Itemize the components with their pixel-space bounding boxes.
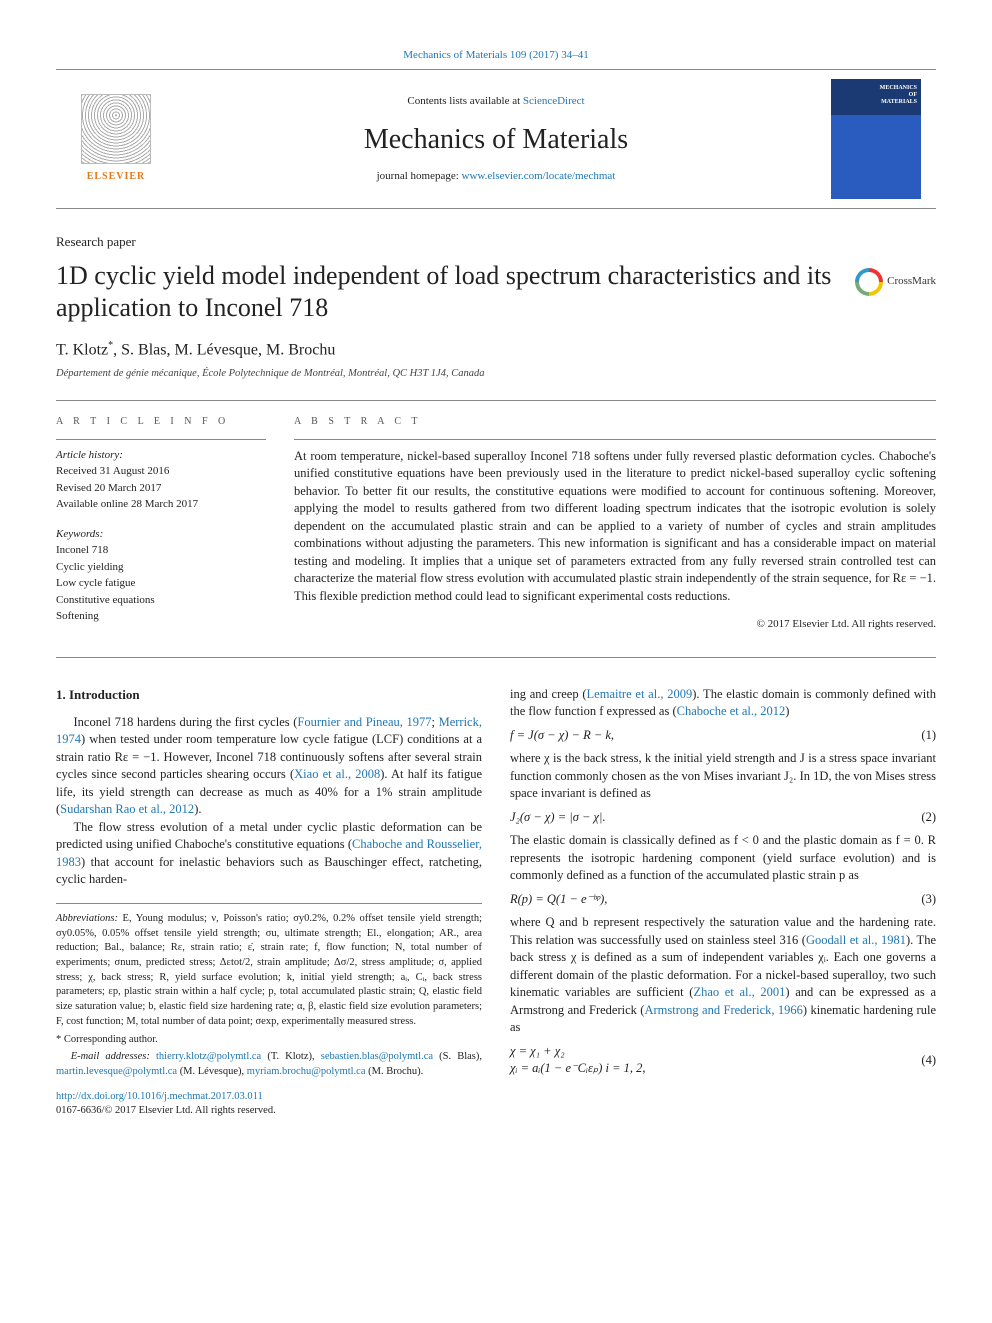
keyword: Cyclic yielding bbox=[56, 559, 266, 576]
history-label: Article history: bbox=[56, 448, 266, 463]
publisher-block: ELSEVIER bbox=[56, 70, 176, 208]
crossmark-icon bbox=[855, 268, 883, 296]
masthead: ELSEVIER Contents lists available at Sci… bbox=[56, 69, 936, 209]
email-brochu[interactable]: myriam.brochu@polymtl.ca bbox=[247, 1066, 366, 1077]
email-blas[interactable]: sebastien.blas@polymtl.ca bbox=[321, 1051, 433, 1062]
homepage-prefix: journal homepage: bbox=[377, 170, 462, 182]
crossmark-badge[interactable]: CrossMark bbox=[855, 268, 936, 296]
keyword: Constitutive equations bbox=[56, 592, 266, 609]
cite-xiao-2008[interactable]: Xiao et al., 2008 bbox=[294, 767, 380, 781]
journal-name: Mechanics of Materials bbox=[176, 120, 816, 159]
equation-4: χ = χ₁ + χ₂ χᵢ = aᵢ(1 − e⁻Cᵢεₚ) i = 1, 2… bbox=[510, 1043, 936, 1078]
paper-type: Research paper bbox=[56, 233, 936, 251]
cite-lemaitre-2009[interactable]: Lemaitre et al., 2009 bbox=[587, 687, 693, 701]
cite-sudarshan-2012[interactable]: Sudarshan Rao et al., 2012 bbox=[60, 802, 194, 816]
journal-cover-thumb bbox=[831, 79, 921, 199]
keyword: Low cycle fatigue bbox=[56, 575, 266, 592]
cite-goodall-1981[interactable]: Goodall et al., 1981 bbox=[806, 933, 906, 947]
col2-after-eq3: where Q and b represent respectively the… bbox=[510, 914, 936, 1037]
affiliation: Département de génie mécanique, École Po… bbox=[56, 367, 936, 382]
equation-2: J₂(σ − χ) = |σ − χ|. (2) bbox=[510, 809, 936, 827]
equation-1: f = J(σ − χ) − R − k, (1) bbox=[510, 727, 936, 745]
abstract-copyright: © 2017 Elsevier Ltd. All rights reserved… bbox=[294, 617, 936, 632]
history-online: Available online 28 March 2017 bbox=[56, 496, 266, 513]
section-1-heading: 1. Introduction bbox=[56, 686, 482, 704]
email-footnote: E-mail addresses: thierry.klotz@polymtl.… bbox=[56, 1050, 482, 1079]
col2-after-eq1: where χ is the back stress, k the initia… bbox=[510, 750, 936, 803]
cite-chaboche-2012[interactable]: Chaboche et al., 2012 bbox=[677, 704, 786, 718]
history-received: Received 31 August 2016 bbox=[56, 463, 266, 480]
contents-line: Contents lists available at ScienceDirec… bbox=[176, 94, 816, 109]
sciencedirect-link[interactable]: ScienceDirect bbox=[523, 95, 585, 107]
cite-fournier-pineau-1977[interactable]: Fournier and Pineau, 1977 bbox=[297, 715, 431, 729]
keyword: Inconel 718 bbox=[56, 542, 266, 559]
abbreviations-footnote: Abbreviations: E, Young modulus; ν, Pois… bbox=[56, 912, 482, 1030]
paper-title: 1D cyclic yield model independent of loa… bbox=[56, 260, 839, 325]
publisher-wordmark: ELSEVIER bbox=[87, 170, 146, 184]
intro-para-2: The flow stress evolution of a metal und… bbox=[56, 819, 482, 889]
col2-after-eq2: The elastic domain is classically define… bbox=[510, 832, 936, 885]
keywords-label: Keywords: bbox=[56, 527, 266, 542]
authors-line: T. Klotz*, S. Blas, M. Lévesque, M. Broc… bbox=[56, 339, 936, 362]
keyword: Softening bbox=[56, 608, 266, 625]
intro-para-1: Inconel 718 hardens during the first cyc… bbox=[56, 714, 482, 819]
cite-armstrong-frederick-1966[interactable]: Armstrong and Frederick, 1966 bbox=[644, 1003, 802, 1017]
history-revised: Revised 20 March 2017 bbox=[56, 480, 266, 497]
cite-zhao-2001[interactable]: Zhao et al., 2001 bbox=[693, 985, 785, 999]
email-klotz[interactable]: thierry.klotz@polymtl.ca bbox=[156, 1051, 261, 1062]
crossmark-label: CrossMark bbox=[887, 274, 936, 289]
article-info-heading: A R T I C L E I N F O bbox=[56, 415, 266, 429]
doi-link[interactable]: http://dx.doi.org/10.1016/j.mechmat.2017… bbox=[56, 1091, 263, 1102]
abstract-heading: A B S T R A C T bbox=[294, 415, 936, 429]
journal-homepage-link[interactable]: www.elsevier.com/locate/mechmat bbox=[462, 170, 616, 182]
email-levesque[interactable]: martin.levesque@polymtl.ca bbox=[56, 1066, 177, 1077]
equation-3: R(p) = Q(1 − e⁻ᵇᵖ), (3) bbox=[510, 891, 936, 909]
col2-top-para: ing and creep (Lemaitre et al., 2009). T… bbox=[510, 686, 936, 721]
contents-prefix: Contents lists available at bbox=[407, 95, 522, 107]
elsevier-tree-icon bbox=[81, 94, 151, 164]
issn-copyright: 0167-6636/© 2017 Elsevier Ltd. All right… bbox=[56, 1105, 276, 1116]
running-citation: Mechanics of Materials 109 (2017) 34–41 bbox=[56, 48, 936, 63]
homepage-line: journal homepage: www.elsevier.com/locat… bbox=[176, 169, 816, 184]
corresponding-author-footnote: * Corresponding author. bbox=[56, 1033, 482, 1048]
abstract-text: At room temperature, nickel-based supera… bbox=[294, 439, 936, 606]
